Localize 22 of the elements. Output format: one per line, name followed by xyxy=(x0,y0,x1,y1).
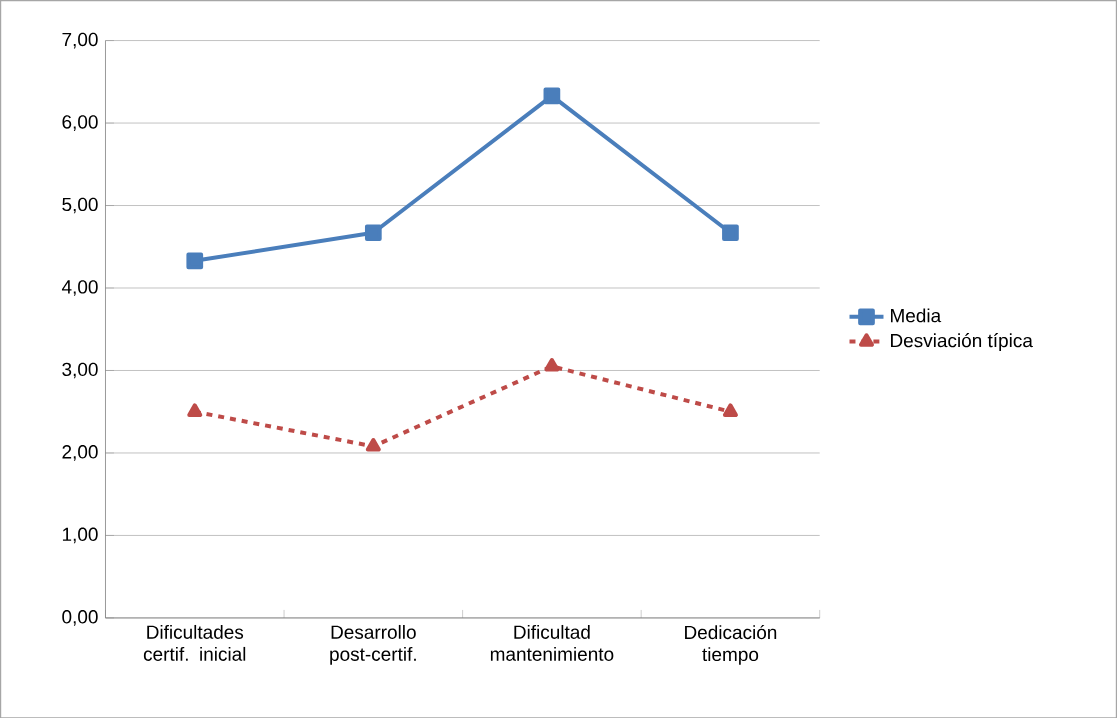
y-tick-label: 2,00 xyxy=(62,444,98,461)
point xyxy=(544,357,560,372)
legend-label: Media xyxy=(891,308,942,323)
point xyxy=(722,224,739,241)
point xyxy=(722,403,738,417)
point xyxy=(365,437,381,452)
y-tick-label: 1,00 xyxy=(62,527,98,544)
point xyxy=(187,403,203,417)
y-tick-label: 0,00 xyxy=(62,609,98,626)
legend-label: Desviación típica xyxy=(891,332,1033,351)
x-tick-label: Dificultades certif. inicial xyxy=(143,624,246,661)
y-tick-label: 4,00 xyxy=(61,279,98,296)
y-tick-label: 6,00 xyxy=(62,114,98,131)
x-tick-label: Desarrollo post-certif. xyxy=(330,624,416,665)
y-tick-label: 3,00 xyxy=(62,362,98,379)
point xyxy=(186,252,204,269)
point xyxy=(543,87,561,104)
y-tick-label: 5,00 xyxy=(62,197,98,214)
x-tick-label: Dedicación tiempo xyxy=(685,624,777,665)
y-tick-label: 7,00 xyxy=(62,32,98,49)
x-tick-label: Dificultad mantenimiento xyxy=(490,624,614,661)
point xyxy=(364,224,382,241)
